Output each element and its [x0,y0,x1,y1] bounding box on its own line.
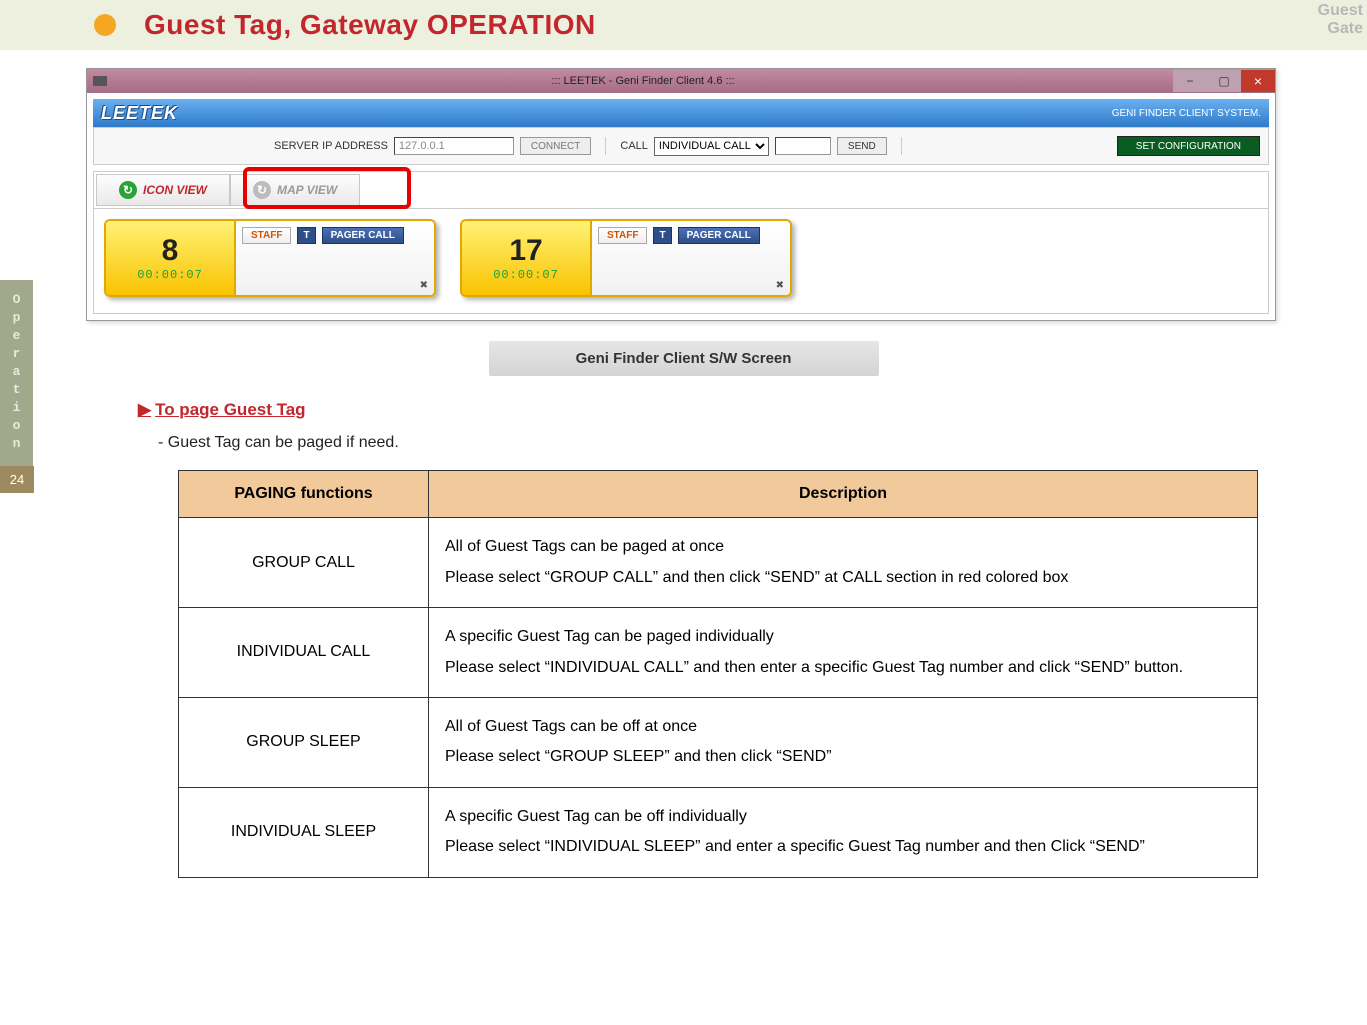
maximize-button[interactable]: ▢ [1207,70,1241,92]
table-header-row: PAGING functions Description [179,471,1258,518]
staff-button[interactable]: STAFF [242,227,291,244]
card-left-panel: 17 00:00:07 [462,221,592,295]
brand-logo: LEETEK [101,103,178,124]
ip-label: SERVER IP ADDRESS [274,140,388,152]
pager-card[interactable]: 8 00:00:07 STAFF T PAGER CALL ✖ [104,219,436,297]
brand-right-text: GENI FINDER CLIENT SYSTEM. [1112,108,1261,119]
function-name: GROUP SLEEP [179,697,429,787]
function-name: GROUP CALL [179,518,429,608]
section-heading: ▶To page Guest Tag [138,400,1258,420]
call-number-input[interactable] [775,137,831,155]
separator-icon [901,137,902,155]
window-title: ::: LEETEK - Geni Finder Client 4.6 ::: [113,75,1173,87]
control-bar: SERVER IP ADDRESS CONNECT CALL INDIVIDUA… [93,127,1269,165]
page-header: Guest Tag, Gateway OPERATION Guest Gate [0,0,1367,50]
table-row: INDIVIDUAL SLEEP A specific Guest Tag ca… [179,787,1258,877]
card-left-panel: 8 00:00:07 [106,221,236,295]
pager-call-button[interactable]: PAGER CALL [322,227,404,244]
window-titlebar: ::: LEETEK - Geni Finder Client 4.6 ::: … [87,69,1275,93]
refresh-icon: ↻ [253,181,271,199]
card-number: 17 [509,234,542,268]
minimize-button[interactable]: − [1173,70,1207,92]
sidebar-section-label: Operation [0,280,33,466]
page-title: Guest Tag, Gateway OPERATION [144,9,596,41]
call-type-select[interactable]: INDIVIDUAL CALL [654,137,769,156]
function-description: A specific Guest Tag can be paged indivi… [429,608,1258,698]
sidebar-page-number: 24 [0,466,34,493]
window-body: LEETEK GENI FINDER CLIENT SYSTEM. SERVER… [87,93,1275,320]
triangle-icon: ▶ [138,400,151,419]
function-name: INDIVIDUAL CALL [179,608,429,698]
separator-icon [605,137,606,155]
card-right-panel: STAFF T PAGER CALL [236,221,434,295]
brand-bar: LEETEK GENI FINDER CLIENT SYSTEM. [93,99,1269,127]
card-close-icon[interactable]: ✖ [420,280,428,291]
table-row: GROUP SLEEP All of Guest Tags can be off… [179,697,1258,787]
t-button[interactable]: T [297,227,315,244]
table-row: INDIVIDUAL CALL A specific Guest Tag can… [179,608,1258,698]
card-number: 8 [162,234,179,268]
t-button[interactable]: T [653,227,671,244]
close-button[interactable]: × [1241,70,1275,92]
header-right-line2: Gate [1318,20,1363,38]
window-icon [93,76,107,86]
tab-icon-view[interactable]: ↻ ICON VIEW [96,174,230,206]
function-description: All of Guest Tags can be paged at oncePl… [429,518,1258,608]
table-row: GROUP CALL All of Guest Tags can be page… [179,518,1258,608]
function-name: INDIVIDUAL SLEEP [179,787,429,877]
content-section: ▶To page Guest Tag - Guest Tag can be pa… [138,400,1258,878]
tab-map-view-label: MAP VIEW [277,183,337,197]
header-right-line1: Guest [1318,2,1363,20]
app-window: ::: LEETEK - Geni Finder Client 4.6 ::: … [86,68,1276,321]
header-bullet-icon [94,14,116,36]
view-tabs-wrap: ↻ ICON VIEW ↻ MAP VIEW [93,171,1269,209]
tab-map-view[interactable]: ↻ MAP VIEW [230,174,360,206]
send-button[interactable]: SEND [837,137,887,155]
refresh-icon: ↻ [119,181,137,199]
function-description: All of Guest Tags can be off at oncePlea… [429,697,1258,787]
table-header-description: Description [429,471,1258,518]
section-subline: - Guest Tag can be paged if need. [158,434,1258,452]
section-heading-text: To page Guest Tag [155,400,306,419]
header-right-label: Guest Gate [1318,2,1367,38]
table-header-functions: PAGING functions [179,471,429,518]
window-controls: − ▢ × [1173,70,1275,92]
card-timer: 00:00:07 [137,268,203,282]
screenshot-caption: Geni Finder Client S/W Screen [489,341,879,376]
card-right-panel: STAFF T PAGER CALL [592,221,790,295]
cards-row: 8 00:00:07 STAFF T PAGER CALL ✖ 17 00:00… [93,209,1269,314]
card-close-icon[interactable]: ✖ [776,280,784,291]
view-tabs: ↻ ICON VIEW ↻ MAP VIEW [93,171,1269,209]
pager-card[interactable]: 17 00:00:07 STAFF T PAGER CALL ✖ [460,219,792,297]
call-label: CALL [620,140,648,152]
set-configuration-button[interactable]: SET CONFIGURATION [1117,136,1260,156]
staff-button[interactable]: STAFF [598,227,647,244]
pager-call-button[interactable]: PAGER CALL [678,227,760,244]
connect-button[interactable]: CONNECT [520,137,591,155]
paging-functions-table: PAGING functions Description GROUP CALL … [178,470,1258,878]
tab-icon-view-label: ICON VIEW [143,183,207,197]
sidebar: Operation 24 [0,280,34,493]
card-timer: 00:00:07 [493,268,559,282]
function-description: A specific Guest Tag can be off individu… [429,787,1258,877]
ip-input[interactable] [394,137,514,155]
